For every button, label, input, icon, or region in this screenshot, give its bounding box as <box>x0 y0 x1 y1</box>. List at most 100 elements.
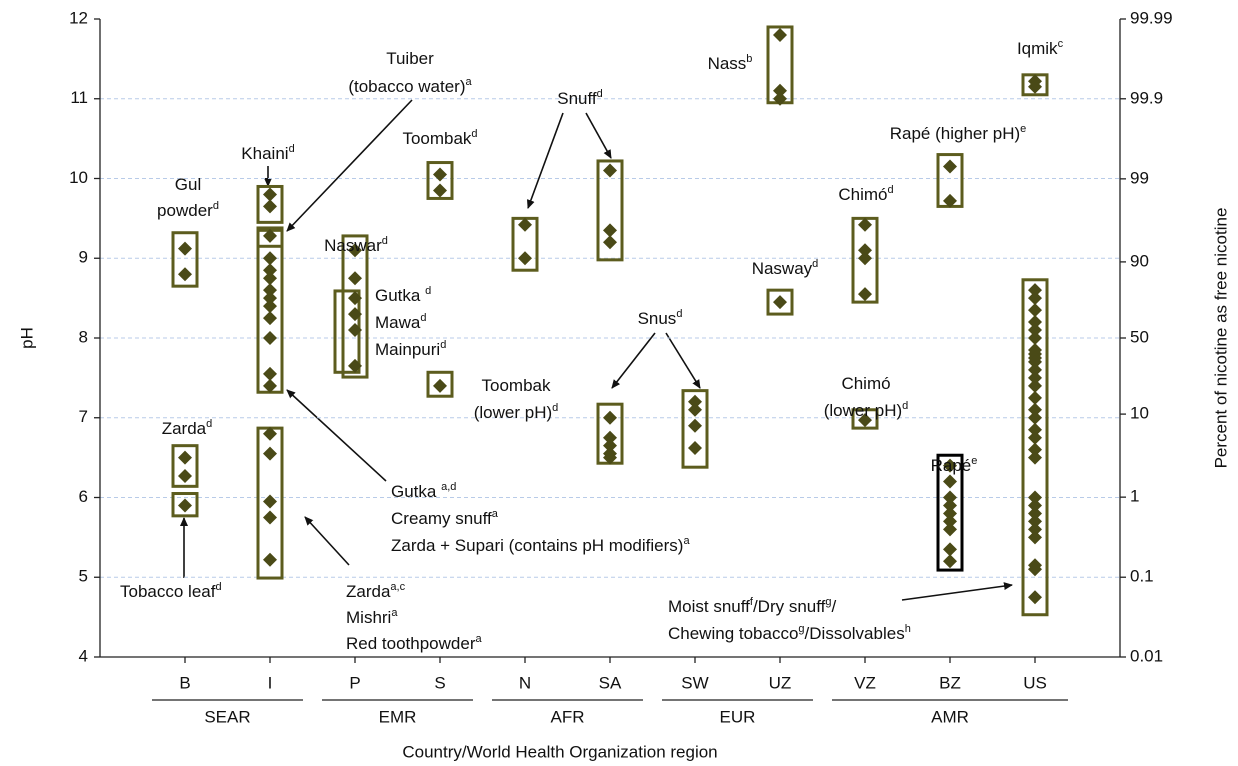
annotation-sup: d <box>888 184 894 196</box>
y2-tick-label: 0.01 <box>1130 646 1163 665</box>
range-box <box>426 370 454 398</box>
x-tick-label: SW <box>681 673 708 692</box>
region-label: SEAR <box>204 707 250 726</box>
data-point <box>773 91 787 106</box>
data-point <box>263 299 277 314</box>
y-tick-label: 5 <box>79 567 88 586</box>
annotation: Chimód <box>838 184 893 205</box>
data-point <box>518 251 532 266</box>
annotation: Rapée <box>931 455 978 476</box>
arrows <box>180 99 1013 601</box>
annotation-sup: g <box>825 596 831 608</box>
data-point <box>263 271 277 286</box>
annotation-sup: d <box>425 285 431 297</box>
data-point <box>263 199 277 214</box>
data-point <box>603 235 617 250</box>
y2-tick-label: 10 <box>1130 404 1149 423</box>
annotation-sup: e <box>971 455 977 467</box>
data-point <box>1028 283 1042 298</box>
annotation-text: Rapé <box>931 456 972 475</box>
data-point <box>1028 354 1042 369</box>
annotation-sup: d <box>676 308 682 320</box>
data-point <box>943 458 957 473</box>
data-point <box>773 295 787 310</box>
annotation: Toombakd <box>402 128 477 149</box>
data-point <box>263 251 277 266</box>
annotation-text: (tobacco water) <box>348 77 465 96</box>
data-point <box>1028 303 1042 318</box>
y-tick-label: 7 <box>79 407 88 426</box>
annotation-sup: c <box>1058 38 1064 50</box>
y-tick-label: 6 <box>79 487 88 506</box>
annotation-text: Moist snuff <box>668 597 750 616</box>
annotation: Mishria <box>346 607 398 628</box>
annotation-text: Mainpuri <box>375 340 440 359</box>
data-point <box>1028 362 1042 377</box>
annotation-text: Snus <box>638 309 677 328</box>
annotation-text: Chimó <box>841 374 890 393</box>
annotation-sup: d <box>812 258 818 270</box>
annotation: Iqmikc <box>1017 38 1064 59</box>
range-box <box>256 184 284 224</box>
annotation-text: /Dry snuff <box>753 597 826 616</box>
data-point <box>1028 498 1042 513</box>
data-point <box>1028 422 1042 437</box>
annotation-text: Gutka <box>391 482 441 501</box>
data-point <box>263 263 277 278</box>
data-point <box>603 410 617 425</box>
annotation: (tobacco water)a <box>348 76 472 97</box>
data-point <box>943 522 957 537</box>
annotation: Snusd <box>638 308 683 329</box>
data-point <box>688 441 702 456</box>
region-label: EUR <box>720 707 756 726</box>
data-point <box>943 542 957 557</box>
data-point <box>943 193 957 208</box>
range-box <box>171 231 199 288</box>
annotation-text: Red toothpowder <box>346 634 476 653</box>
annotation-sup: h <box>905 623 911 635</box>
data-point <box>263 552 277 567</box>
annotation-text: Nass <box>708 54 747 73</box>
annotation-sup: d <box>382 235 388 247</box>
annotation-sup: b <box>746 53 752 65</box>
annotation-sup: d <box>902 400 908 412</box>
annotation: Naswayd <box>752 258 819 279</box>
annotation-text: powder <box>157 201 213 220</box>
annotation-text: Zarda + Supari (contains pH modifiers) <box>391 536 683 555</box>
range-box <box>766 288 794 316</box>
annotation: Moist snufff/Dry snuffg/ <box>668 596 837 617</box>
data-point <box>943 506 957 521</box>
annotation-sup: e <box>1020 123 1026 135</box>
data-point <box>1028 590 1042 605</box>
data-point <box>178 468 192 483</box>
data-point <box>943 159 957 174</box>
data-point <box>1028 522 1042 537</box>
annotation: Creamy snuffa <box>391 508 499 529</box>
range-box <box>681 389 709 469</box>
region-label: AFR <box>551 707 585 726</box>
data-point <box>688 394 702 409</box>
annotation-text: Toombak <box>402 129 471 148</box>
y2-tick-label: 50 <box>1130 327 1149 346</box>
arrow <box>585 112 612 159</box>
y-tick-label: 12 <box>69 8 88 27</box>
x-tick-label: SA <box>599 673 622 692</box>
y2-tick-label: 99.9 <box>1130 88 1163 107</box>
data-point <box>348 323 362 338</box>
annotation: Tuiber <box>386 49 434 68</box>
x-axis-title: Country/World Health Organization region <box>402 742 717 761</box>
data-point <box>518 217 532 232</box>
annotation: Snuffd <box>557 88 603 109</box>
x-tick-label: N <box>519 673 531 692</box>
annotation: Nassb <box>708 53 753 74</box>
annotation: Zardad <box>162 418 213 439</box>
annotation: Chewing tobaccog/Dissolvablesh <box>668 623 911 644</box>
data-point <box>263 311 277 326</box>
y-tick-label: 4 <box>79 646 88 665</box>
annotation: Mainpurid <box>375 339 446 360</box>
x-tick-label: VZ <box>854 673 876 692</box>
annotation-sup: a <box>492 508 499 520</box>
annotation: Mawad <box>375 312 426 333</box>
data-point <box>1028 442 1042 457</box>
